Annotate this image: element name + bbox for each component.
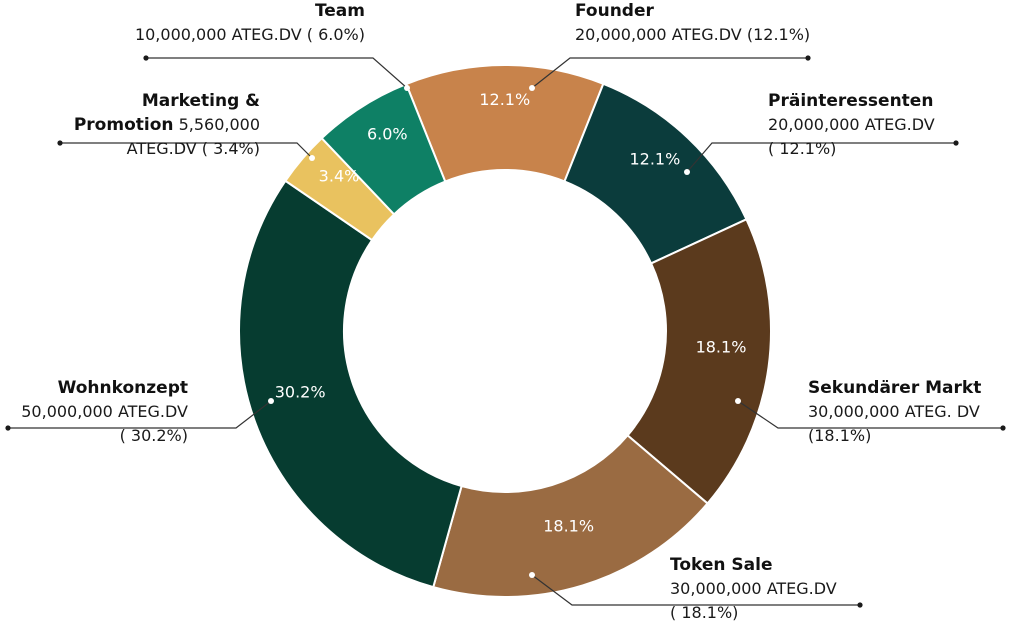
leader-line-marketing-promotion [60,142,313,159]
leader-start-dot-team [404,85,410,91]
percent-label-präinteressenten: 12.1% [629,150,680,169]
leader-start-dot-wohnkonzept [268,398,274,404]
percent-label-team: 6.0% [367,124,408,143]
label-leaders [5,55,1006,608]
label-line-team: 10,000,000 ATEG.DV ( 6.0%) [135,25,365,44]
percent-label-sekundärer-markt: 18.1% [696,338,747,357]
leader-end-dot-token-sale [857,602,863,608]
percent-label-marketing-promotion: 3.4% [319,167,360,186]
label-sekundärer-markt: Sekundärer Markt 30,000,000 ATEG. DV (18.1… [808,378,981,445]
label-line-präinteressenten: 20,000,000 ATEG.DV [768,115,935,134]
label-line-präinteressenten: Präinteressenten [768,91,933,111]
slice-team [320,82,447,216]
leader-end-dot-team [143,55,149,61]
leader-start-dot-präinteressenten [684,169,690,175]
leader-line-founder [531,57,808,89]
percent-label-wohnkonzept: 30.2% [275,383,326,402]
slice-token-sale [432,433,709,598]
leader-line-token-sale [531,574,860,606]
percent-labels: 12.1% 12.1% 18.1% 18.1% 30.2% 3.4% 6.0% [275,90,747,536]
leader-line-sekundärer-markt [737,400,1003,429]
label-team: Team 10,000,000 ATEG.DV ( 6.0%) [135,1,365,44]
label-line-marketing-promotion: Promotion [74,115,174,135]
label-line-token-sale: Token Sale [670,555,773,575]
leader-start-dot-sekundärer-markt [735,398,741,404]
label-präinteressenten: Präinteressenten 20,000,000 ATEG.DV ( 12.1… [768,91,935,158]
leader-end-dot-founder [805,55,811,61]
leader-line-wohnkonzept [8,400,272,429]
label-wohnkonzept: Wohnkonzept 50,000,000 ATEG.DV ( 30.2%) [21,378,188,445]
label-line-wohnkonzept: 50,000,000 ATEG.DV [21,402,188,421]
percent-label-token-sale: 18.1% [543,517,594,536]
leader-end-dot-wohnkonzept [5,425,11,431]
label-line-wohnkonzept: Wohnkonzept [58,378,188,398]
percent-label-founder: 12.1% [479,90,530,109]
slice-sekundärer-markt [626,218,772,505]
label-line-token-sale: ( 18.1%) [670,603,738,622]
leader-end-dot-marketing-promotion [57,140,63,146]
label-line-sekundärer-markt: Sekundärer Markt [808,378,981,398]
leader-line-präinteressenten [686,142,956,173]
label-line-token-sale: 30,000,000 ATEG.DV [670,579,837,598]
label-line-marketing-promotion: ATEG.DV ( 3.4%) [127,139,260,158]
leader-start-dot-marketing-promotion [309,155,315,161]
label-line-wohnkonzept: ( 30.2%) [120,426,188,445]
leader-line-team [146,57,408,89]
label-line-marketing-promotion: Marketing & [142,91,260,111]
donut-slices [238,64,772,598]
leader-start-dot-token-sale [529,572,535,578]
label-line-präinteressenten: ( 12.1%) [768,139,836,158]
leader-end-dot-präinteressenten [953,140,959,146]
label-line-founder: Founder [575,1,655,21]
slice-wohnkonzept [238,179,463,589]
label-line-sekundärer-markt: (18.1%) [808,426,871,445]
leader-start-dot-founder [529,85,535,91]
label-line-team: Team [315,1,365,21]
label-line-founder: 20,000,000 ATEG.DV (12.1%) [575,25,810,44]
leader-end-dot-sekundärer-markt [1000,425,1006,431]
label-line-sekundärer-markt: 30,000,000 ATEG. DV [808,402,980,421]
label-marketing-promotion: Marketing & Promotion 5,560,000 ATEG.DV ( … [74,91,260,158]
label-value-marketing-promotion: 5,560,000 [173,115,260,134]
label-token-sale: Token Sale 30,000,000 ATEG.DV ( 18.1%) [670,555,837,622]
label-founder: Founder 20,000,000 ATEG.DV (12.1%) [575,1,810,44]
outer-labels: Founder 20,000,000 ATEG.DV (12.1%) Präinte… [21,1,981,622]
